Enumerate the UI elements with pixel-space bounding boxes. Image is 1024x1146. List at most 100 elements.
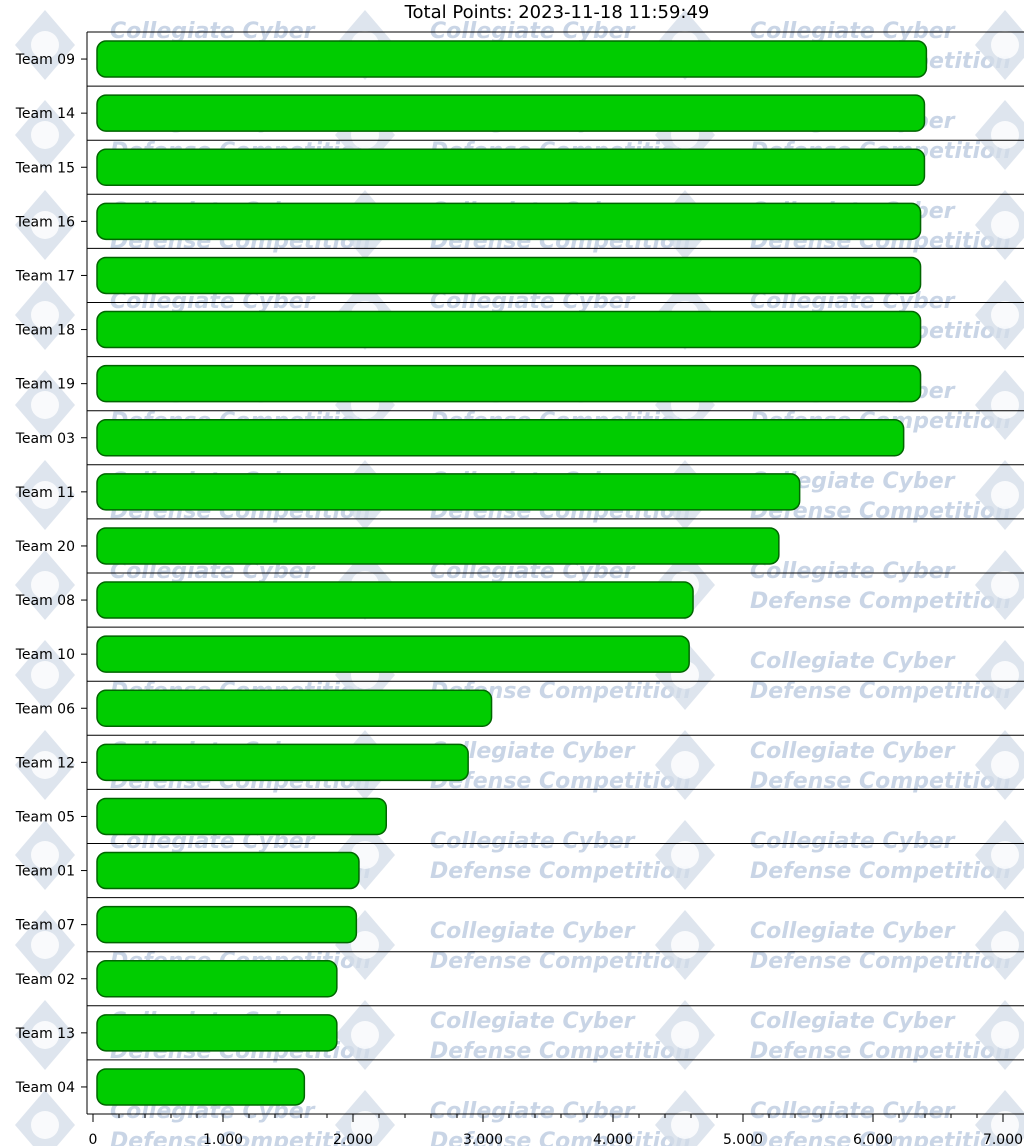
watermark-line2: Defense Competition: [750, 859, 1011, 884]
chart-title: Total Points: 2023-11-18 11:59:49: [404, 2, 710, 23]
bar-team-10: [96, 635, 690, 673]
category-labels: Team 09 Team 14 Team 15 Team 16 Team 17 Team …: [15, 52, 87, 1096]
bar-team-03: [96, 419, 905, 457]
category-label: Team 13: [15, 1026, 75, 1042]
watermark-line2: Defense Competition: [750, 589, 1011, 614]
bar-team-01: [96, 851, 360, 890]
watermark-line1: Collegiate Cyber: [750, 739, 956, 764]
category-label: Team 07: [15, 918, 75, 934]
watermark-line2: Defense Competition: [430, 859, 691, 884]
watermark-line2: Defense Competition: [750, 1129, 1011, 1146]
category-label: Team 05: [15, 809, 75, 825]
watermark-logo: [655, 820, 715, 890]
watermark-line1: Collegiate Cyber: [430, 1099, 636, 1124]
category-label: Team 08: [15, 593, 75, 609]
watermark-line1: Collegiate Cyber: [750, 1099, 956, 1124]
bars: [96, 40, 928, 1106]
watermark-logo: [15, 550, 75, 620]
bar-team-09: [96, 40, 928, 78]
watermark-line2: Defense Competition: [430, 769, 691, 794]
watermark-line2: Defense Competition: [430, 949, 691, 974]
watermark-logo: [15, 370, 75, 440]
watermark-logo: [335, 1000, 395, 1070]
category-label: Team 06: [15, 701, 75, 717]
watermark-line1: Collegiate Cyber: [750, 829, 956, 854]
watermark-logo: [15, 460, 75, 530]
x-tick-label: 6.000: [853, 1132, 893, 1146]
watermark-logo: [15, 910, 75, 980]
category-label: Team 16: [15, 214, 75, 230]
category-label: Team 14: [15, 106, 75, 122]
category-label: Team 19: [15, 377, 75, 393]
bar-team-18: [96, 310, 922, 349]
watermark-logo: [975, 370, 1024, 440]
bar-team-02: [96, 960, 338, 998]
watermark-logo: [655, 1090, 715, 1146]
watermark-logo: [15, 10, 75, 80]
category-label: Team 03: [15, 431, 75, 447]
x-tick-label: 3.000: [463, 1132, 503, 1146]
bar-team-13: [96, 1014, 338, 1052]
bar-team-19: [96, 364, 922, 403]
bar-team-06: [96, 689, 493, 727]
watermark-logo: [335, 1090, 395, 1146]
category-label: Team 04: [15, 1080, 75, 1096]
watermark-logo: [15, 100, 75, 170]
x-tick-label: 4.000: [593, 1132, 633, 1146]
x-tick-label: 2.000: [333, 1132, 373, 1146]
watermark-line2: Defense Competition: [750, 949, 1011, 974]
x-tick-label: 7.000: [983, 1132, 1023, 1146]
category-label: Team 01: [15, 864, 75, 880]
category-label: Team 09: [15, 52, 75, 68]
watermark-logo: [975, 100, 1024, 170]
watermark-logo: [15, 280, 75, 350]
axes: 0 1.000 2.000 3.000 4.000 5.000 6.000 7.000: [86, 32, 1024, 1146]
watermark-logo: [655, 730, 715, 800]
category-label: Team 11: [15, 485, 75, 501]
bar-team-14: [96, 94, 926, 132]
category-label: Team 18: [15, 323, 75, 339]
watermark-logo: [15, 730, 75, 800]
watermark-logo: [975, 1090, 1024, 1146]
watermark-line1: Collegiate Cyber: [750, 1009, 956, 1034]
watermark-logo: [975, 550, 1024, 620]
watermark-line1: Collegiate Cyber: [750, 919, 956, 944]
watermark-line1: Collegiate Cyber: [430, 1009, 636, 1034]
watermark-logo: [975, 730, 1024, 800]
x-tick-label: 1.000: [203, 1132, 243, 1146]
watermark-logo: [655, 1000, 715, 1070]
watermark-logo: [15, 1090, 75, 1146]
x-tick-label: 0: [89, 1132, 98, 1146]
watermark-logo: [975, 10, 1024, 80]
bar-team-20: [96, 527, 780, 565]
category-label: Team 17: [15, 268, 75, 284]
watermark-line1: Collegiate Cyber: [750, 559, 956, 584]
bar-team-15: [96, 148, 926, 186]
watermark-line2: Defense Competition: [110, 1129, 371, 1146]
watermark-line1: Collegiate Cyber: [750, 649, 956, 674]
watermark-logo: [15, 640, 75, 710]
watermark-logo: [975, 640, 1024, 710]
bar-team-08: [96, 581, 694, 619]
x-tick-label: 5.000: [723, 1132, 763, 1146]
watermark-logo: [975, 280, 1024, 350]
category-label: Team 20: [15, 539, 75, 555]
watermark-line2: Defense Competition: [750, 769, 1011, 794]
bar-team-05: [96, 797, 387, 836]
bar-team-17: [96, 256, 922, 295]
bar-team-07: [96, 905, 358, 944]
watermark-line2: Defense Competition: [750, 679, 1011, 704]
category-label: Team 15: [15, 160, 75, 176]
bar-team-04: [96, 1068, 306, 1106]
watermark-logo: [15, 1000, 75, 1070]
watermark-logo: [975, 460, 1024, 530]
watermark-logo: [975, 190, 1024, 260]
watermark-line1: Collegiate Cyber: [430, 829, 636, 854]
bar-team-12: [96, 743, 469, 782]
watermark-logo: [975, 1000, 1024, 1070]
bar-team-11: [96, 473, 801, 511]
category-label: Team 12: [15, 755, 75, 771]
watermark-logo: [15, 820, 75, 890]
watermark-line2: Defense Competition: [430, 1129, 691, 1146]
